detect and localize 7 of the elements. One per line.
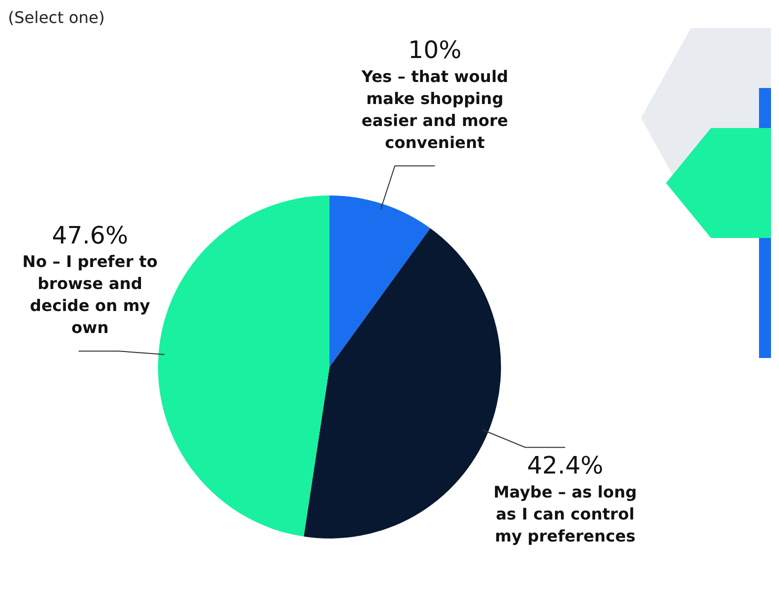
chart-subtitle: (Select one) (8, 8, 106, 29)
data-label: 10% (408, 36, 462, 64)
slice-label: No – I prefer to browse and decide on my own (22, 252, 158, 338)
slice-label: Yes – that would make shopping easier and more convenient (360, 67, 508, 152)
data-label: 47.6% (52, 221, 128, 250)
data-label: 42.4% (527, 452, 604, 480)
slice-label: Maybe – as long as I can control my preferences (494, 482, 637, 546)
